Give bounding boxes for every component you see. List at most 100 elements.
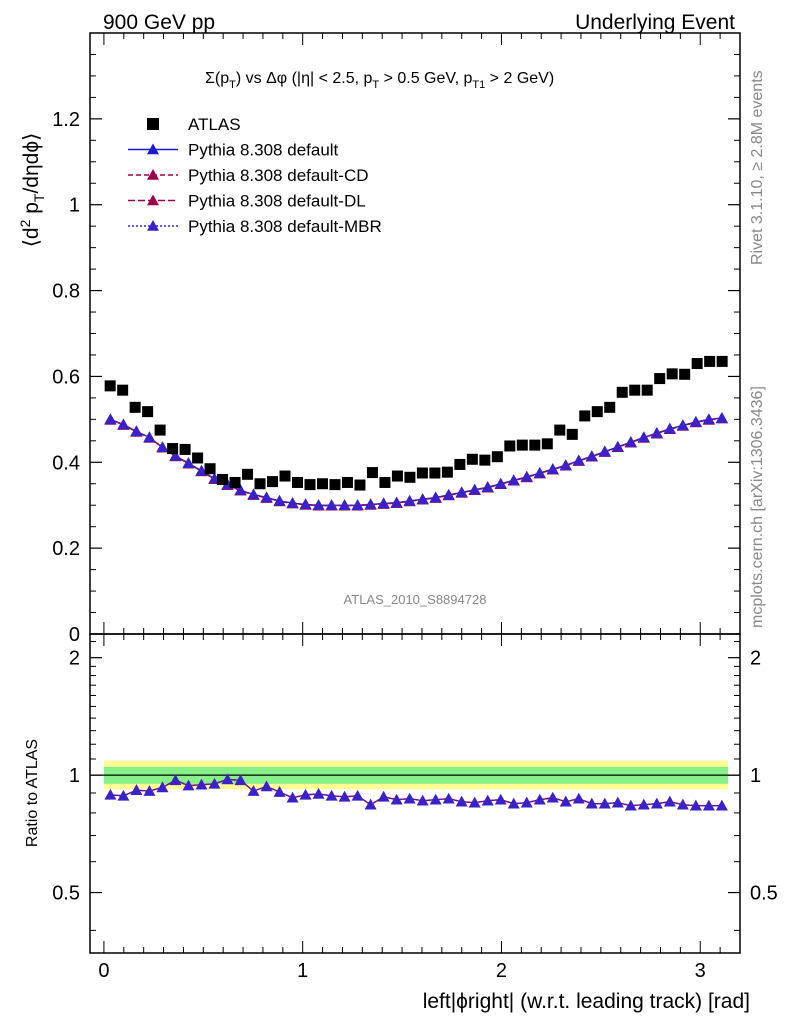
atlas-point <box>591 406 603 418</box>
atlas-point <box>391 470 403 482</box>
bottom-y-axis-label: Ratio to ATLAS <box>24 739 41 847</box>
ratio-point <box>715 799 728 811</box>
mc-point <box>234 484 247 495</box>
ratio-point <box>481 794 494 806</box>
xtick-label: 2 <box>496 960 507 982</box>
mc-point <box>104 413 117 425</box>
atlas-point <box>366 467 378 479</box>
mc-point <box>312 499 325 511</box>
bottom-ytick-label-left: 2 <box>69 648 80 670</box>
atlas-point <box>379 476 391 488</box>
mc-point <box>338 499 351 511</box>
atlas-point <box>117 384 129 396</box>
ratio-point <box>273 786 286 797</box>
legend-label: Pythia 8.308 default-CD <box>188 166 369 185</box>
ratio-point <box>637 798 650 810</box>
atlas-point <box>441 466 453 478</box>
atlas-point <box>629 384 641 396</box>
xtick-label: 0 <box>98 960 109 982</box>
atlas-point <box>204 463 216 475</box>
ratio-point <box>143 785 156 796</box>
mc-point <box>377 497 390 509</box>
mc-point <box>572 454 585 466</box>
mc-point <box>247 488 260 500</box>
ratio-point <box>299 788 312 800</box>
ratio-point <box>520 796 533 808</box>
legend-label: ATLAS <box>188 115 241 134</box>
mc-point <box>286 497 299 508</box>
bottom-ytick-label-right: 0.5 <box>750 883 778 905</box>
top-ytick-label: 0.4 <box>52 452 80 474</box>
atlas-point <box>229 476 241 488</box>
atlas-point <box>691 358 703 370</box>
mc-point <box>260 491 273 503</box>
mc-point <box>182 457 195 468</box>
ratio-point <box>260 780 273 792</box>
ratio-point <box>377 790 390 802</box>
bottom-panel-frame <box>89 633 741 954</box>
atlas-point <box>429 467 441 479</box>
atlas-point <box>304 479 316 491</box>
mc-point <box>364 498 377 510</box>
atlas-point <box>192 452 204 464</box>
ratio-point <box>455 795 468 807</box>
ratio-point <box>559 795 572 807</box>
atlas-point <box>142 406 154 418</box>
mc-point <box>390 496 403 508</box>
atlas-point <box>504 440 516 452</box>
xtick-label: 1 <box>297 960 308 982</box>
ratio-point <box>234 774 247 786</box>
legend-marker-triangle <box>147 169 159 180</box>
atlas-point <box>279 470 291 482</box>
atlas-point <box>292 476 304 488</box>
ratio-point <box>156 781 169 793</box>
analysis-watermark: ATLAS_2010_S8894728 <box>344 592 487 607</box>
ratio-point <box>507 797 520 809</box>
atlas-point <box>679 368 691 380</box>
mc-point <box>143 431 156 443</box>
top-y-axis-label: ⟨d2 pT/dηdϕ⟩ <box>17 133 47 248</box>
mc-point <box>585 450 598 462</box>
ratio-point <box>117 789 130 801</box>
ratio-point <box>442 792 455 804</box>
mc-point <box>611 440 624 452</box>
mc-point <box>442 488 455 500</box>
legend-label: Pythia 8.308 default-MBR <box>188 217 382 236</box>
atlas-point <box>154 424 166 436</box>
atlas-point <box>554 424 566 436</box>
ratio-point <box>416 794 429 806</box>
ratio-line <box>110 778 722 807</box>
ratio-point <box>130 784 143 795</box>
atlas-point <box>242 468 254 480</box>
ratio-point <box>247 785 260 796</box>
top-ytick-label: 0 <box>69 624 80 646</box>
atlas-point <box>654 373 666 385</box>
ratio-point <box>676 798 689 810</box>
ratio-point <box>104 788 117 800</box>
atlas-point <box>329 479 341 491</box>
legend-label: Pythia 8.308 default <box>188 141 339 160</box>
mc-point <box>403 494 416 506</box>
mc-point <box>299 498 312 510</box>
mc-point <box>650 427 663 438</box>
top-ytick-label: 0.8 <box>52 281 80 303</box>
atlas-point <box>666 368 678 380</box>
ratio-point <box>390 793 403 805</box>
atlas-point <box>454 458 466 470</box>
ratio-point <box>585 797 598 809</box>
bottom-ytick-label-left: 1 <box>69 765 80 787</box>
bottom-ytick-label-right: 2 <box>750 648 761 670</box>
atlas-point <box>616 386 628 398</box>
atlas-point <box>566 428 578 440</box>
atlas-point <box>104 380 116 392</box>
mc-point <box>195 464 208 476</box>
atlas-point <box>129 401 141 413</box>
mc-point <box>156 441 169 453</box>
legend-marker-triangle <box>147 143 159 155</box>
ratio-point <box>689 799 702 811</box>
mc-point <box>416 493 429 505</box>
mc-point <box>546 463 559 474</box>
top-ytick-label: 0.6 <box>52 366 80 388</box>
mc-point <box>325 499 338 511</box>
